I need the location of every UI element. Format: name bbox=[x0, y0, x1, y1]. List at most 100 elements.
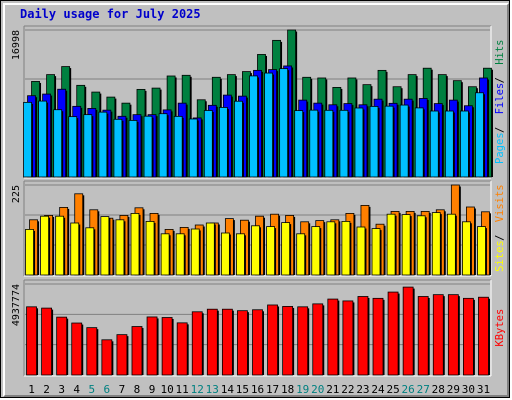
kbytes-bar-day-2 bbox=[41, 307, 52, 376]
day-label-24: 24 bbox=[371, 383, 385, 396]
legend-visits: Visits bbox=[494, 184, 506, 222]
day-label-17: 17 bbox=[266, 383, 279, 396]
sites-bar-day-1 bbox=[25, 228, 34, 276]
kbytes-bar-day-23 bbox=[357, 296, 369, 376]
kbytes-bar-day-26 bbox=[402, 286, 414, 376]
kbytes-bar-day-15 bbox=[237, 310, 248, 376]
sites-bar-day-21 bbox=[326, 221, 336, 276]
kbytes-bar-day-24 bbox=[372, 297, 384, 376]
kbytes-bar-day-20 bbox=[312, 303, 324, 376]
legend-sites: Sites bbox=[494, 240, 506, 272]
pages-bar-day-25 bbox=[384, 105, 394, 178]
kbytes-bar-day-4 bbox=[71, 322, 83, 376]
max-label-hits-files-pages: 16998 bbox=[11, 30, 22, 60]
sites-bar-day-3 bbox=[55, 215, 65, 276]
day-label-1: 1 bbox=[28, 383, 35, 396]
sites-bar-day-24 bbox=[371, 228, 381, 276]
kbytes-bar-day-30 bbox=[463, 297, 474, 376]
sites-bar-day-5 bbox=[85, 227, 95, 276]
sites-bar-day-15 bbox=[236, 233, 245, 276]
legend-hits: Hits bbox=[494, 40, 506, 65]
max-label-visits-sites: 225 bbox=[11, 185, 22, 203]
pages-bar-day-26 bbox=[399, 104, 409, 178]
sites-bar-day-10 bbox=[160, 233, 170, 276]
sites-bar-day-13 bbox=[205, 222, 215, 276]
pages-bar-day-21 bbox=[324, 109, 334, 178]
kbytes-bar-day-1 bbox=[26, 306, 37, 376]
day-label-15: 15 bbox=[236, 383, 249, 396]
day-label-11: 11 bbox=[176, 383, 189, 396]
pages-bar-day-15 bbox=[234, 100, 243, 178]
pages-bar-day-28 bbox=[429, 110, 439, 178]
sites-bar-day-22 bbox=[341, 220, 351, 276]
kbytes-bar-day-10 bbox=[161, 317, 173, 376]
day-label-7: 7 bbox=[119, 383, 126, 396]
day-label-18: 18 bbox=[281, 383, 294, 396]
kbytes-bar-day-28 bbox=[432, 294, 444, 376]
sites-bar-day-28 bbox=[431, 212, 441, 276]
day-label-29: 29 bbox=[447, 383, 460, 396]
day-label-22: 22 bbox=[341, 383, 354, 396]
pages-bar-day-20 bbox=[309, 109, 319, 178]
day-label-31: 31 bbox=[477, 383, 490, 396]
legend-separator: / bbox=[494, 235, 506, 241]
pages-bar-day-1 bbox=[23, 101, 32, 178]
day-label-20: 20 bbox=[311, 383, 324, 396]
day-label-10: 10 bbox=[160, 383, 173, 396]
day-label-2: 2 bbox=[43, 383, 50, 396]
pages-bar-day-19 bbox=[294, 110, 304, 178]
day-label-27: 27 bbox=[417, 383, 430, 396]
kbytes-bar-day-25 bbox=[387, 291, 399, 376]
sites-bar-day-7 bbox=[115, 219, 125, 276]
pages-bar-day-14 bbox=[218, 107, 228, 178]
pages-bar-day-9 bbox=[143, 115, 153, 178]
day-label-21: 21 bbox=[326, 383, 339, 396]
sites-bar-day-4 bbox=[70, 222, 80, 276]
day-label-23: 23 bbox=[356, 383, 369, 396]
sites-bar-day-2 bbox=[40, 215, 49, 276]
kbytes-bar-day-8 bbox=[131, 326, 143, 376]
pages-bar-day-22 bbox=[339, 109, 349, 178]
day-label-30: 30 bbox=[462, 383, 475, 396]
kbytes-bar-day-7 bbox=[116, 334, 128, 376]
kbytes-bar-day-12 bbox=[191, 311, 203, 376]
pages-bar-day-2 bbox=[38, 100, 47, 178]
legend-separator: / bbox=[494, 127, 506, 133]
sites-bar-day-9 bbox=[145, 220, 155, 276]
sites-bar-day-29 bbox=[446, 213, 456, 276]
pages-bar-day-27 bbox=[414, 107, 424, 178]
kbytes-bar-day-16 bbox=[252, 309, 263, 376]
day-label-25: 25 bbox=[386, 383, 399, 396]
pages-bar-day-4 bbox=[68, 116, 78, 178]
kbytes-bar-day-21 bbox=[327, 298, 339, 376]
sites-bar-day-11 bbox=[175, 233, 185, 276]
sites-bar-day-14 bbox=[220, 232, 230, 276]
sites-bar-day-19 bbox=[296, 233, 306, 276]
sites-bar-day-6 bbox=[100, 216, 110, 276]
sites-bar-day-27 bbox=[416, 215, 426, 276]
legend-separator: / bbox=[494, 77, 506, 83]
day-label-5: 5 bbox=[88, 383, 95, 396]
day-label-6: 6 bbox=[104, 383, 111, 396]
day-label-8: 8 bbox=[134, 383, 141, 396]
sites-bar-day-25 bbox=[386, 213, 396, 276]
kbytes-bar-day-29 bbox=[447, 294, 459, 376]
kbytes-bar-day-3 bbox=[56, 316, 68, 376]
pages-bar-day-10 bbox=[158, 113, 168, 178]
day-label-3: 3 bbox=[58, 383, 65, 396]
pages-bar-day-7 bbox=[113, 118, 123, 178]
pages-bar-day-3 bbox=[53, 109, 63, 178]
kbytes-bar-day-27 bbox=[417, 296, 429, 376]
pages-bar-day-29 bbox=[444, 110, 454, 178]
kbytes-bar-day-14 bbox=[221, 308, 233, 376]
kbytes-bar-day-22 bbox=[342, 300, 354, 376]
day-label-9: 9 bbox=[149, 383, 156, 396]
kbytes-bar-day-6 bbox=[101, 339, 113, 376]
pages-bar-day-13 bbox=[203, 110, 213, 178]
chart-title: Daily usage for July 2025 bbox=[20, 7, 201, 21]
pages-bar-day-16 bbox=[249, 75, 258, 178]
kbytes-bar-day-9 bbox=[146, 316, 158, 376]
pages-bar-day-8 bbox=[128, 120, 138, 178]
day-label-14: 14 bbox=[221, 383, 235, 396]
